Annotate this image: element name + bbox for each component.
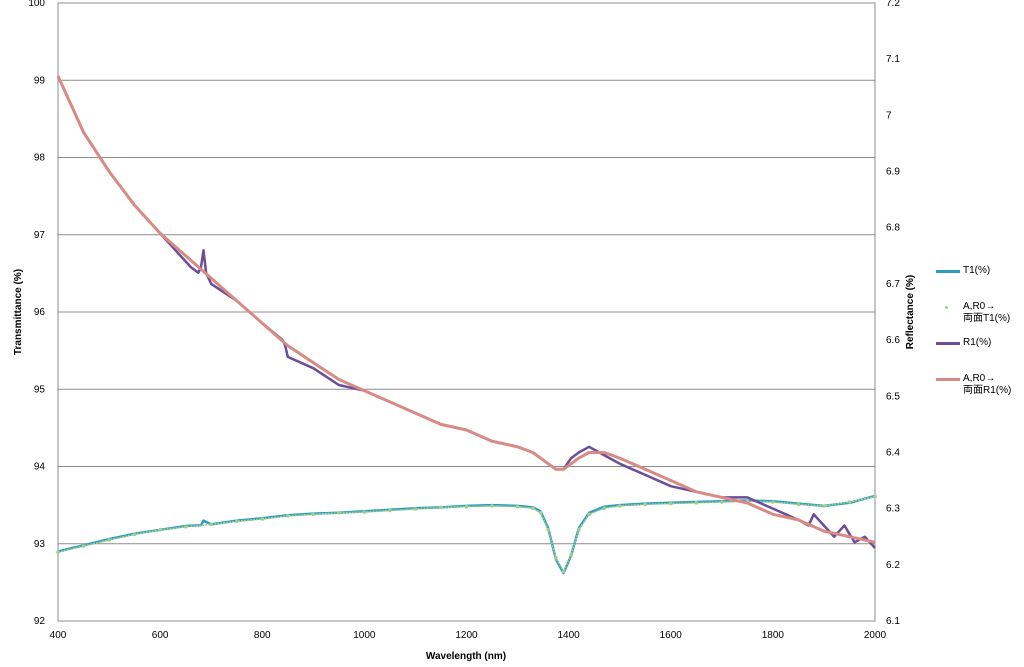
y2-tick-label: 7: [886, 110, 892, 121]
legend-swatch: [945, 306, 948, 309]
x-tick-label: 1200: [455, 630, 478, 641]
data-point: [388, 508, 392, 513]
series-line: [56, 75, 876, 544]
y-tick-label: 99: [34, 75, 46, 86]
data-point: [439, 505, 443, 510]
data-point: [337, 511, 341, 515]
y2-tick-label: 6.9: [886, 167, 900, 178]
y-axis-right: 6.1 6.2 6.3 6.4 6.5 6.6 6.7 6.8 6.9 7 7.1 7.2: [886, 0, 900, 627]
data-point: [694, 501, 699, 505]
y2-tick-label: 6.3: [886, 504, 900, 515]
y-axis-left: 92 93 94 95 96 97 98 99 100: [28, 0, 45, 627]
legend-item: A,R0→ 両面R1(%): [936, 370, 1024, 410]
y-tick-label: 100: [28, 0, 45, 9]
y2-tick-label: 6.1: [886, 616, 900, 627]
y2-tick-label: 7.1: [886, 54, 900, 65]
y2-tick-label: 6.4: [886, 447, 900, 458]
y-axis-title: Transmittance (%): [13, 269, 24, 355]
y-tick-label: 98: [34, 153, 46, 164]
x-axis-title: Wavelength (nm): [426, 651, 506, 662]
series-1-markers: [56, 494, 877, 574]
legend-item: T1(%): [936, 262, 1024, 298]
y-tick-label: 92: [34, 616, 46, 627]
y2-tick-label: 7.2: [886, 0, 900, 9]
series-layer: [56, 75, 877, 575]
x-tick-label: 1800: [762, 630, 785, 641]
y2-axis-title: Reflectance (%): [905, 275, 916, 349]
plot-area: [57, 2, 876, 622]
y-tick-label: 96: [34, 307, 46, 318]
x-tick-label: 600: [152, 630, 169, 641]
series-line: [57, 495, 876, 574]
y-tick-label: 95: [34, 384, 46, 395]
y2-tick-label: 6.5: [886, 391, 900, 402]
legend-swatch: [936, 342, 960, 345]
legend-swatch: [936, 378, 960, 381]
data-point: [490, 504, 494, 508]
y2-tick-label: 6.2: [886, 560, 900, 571]
legend-label: R1(%): [963, 337, 992, 348]
data-point: [796, 502, 801, 507]
y2-tick-label: 6.6: [886, 335, 900, 346]
legend-label: A,R0→ 両面R1(%): [963, 373, 1012, 396]
legend-label: A,R0→ 両面T1(%): [963, 301, 1011, 324]
legend-item: A,R0→ 両面T1(%): [936, 298, 1024, 334]
y-tick-label: 94: [34, 462, 46, 473]
x-tick-label: 400: [50, 630, 67, 641]
gridlines: [58, 2, 875, 622]
legend-item: R1(%): [936, 334, 1024, 370]
x-tick-label: 1600: [660, 630, 683, 641]
x-axis: 400 600 800 1000 1200 1400 1600 1800 2000: [50, 630, 887, 641]
x-tick-label: 800: [254, 630, 271, 641]
y2-tick-label: 6.8: [886, 223, 900, 234]
legend-label: T1(%): [963, 265, 991, 276]
legend-swatch: [936, 270, 960, 273]
y2-tick-label: 6.7: [886, 279, 900, 290]
x-tick-label: 1400: [558, 630, 581, 641]
y-tick-label: 93: [34, 539, 46, 550]
x-tick-label: 1000: [353, 630, 376, 641]
x-tick-label: 2000: [864, 630, 887, 641]
data-point: [643, 502, 647, 507]
y-tick-label: 97: [34, 230, 46, 241]
legend: T1(%) A,R0→ 両面T1(%) R1(%) A,R0→ 両面R1(%): [936, 262, 1024, 410]
